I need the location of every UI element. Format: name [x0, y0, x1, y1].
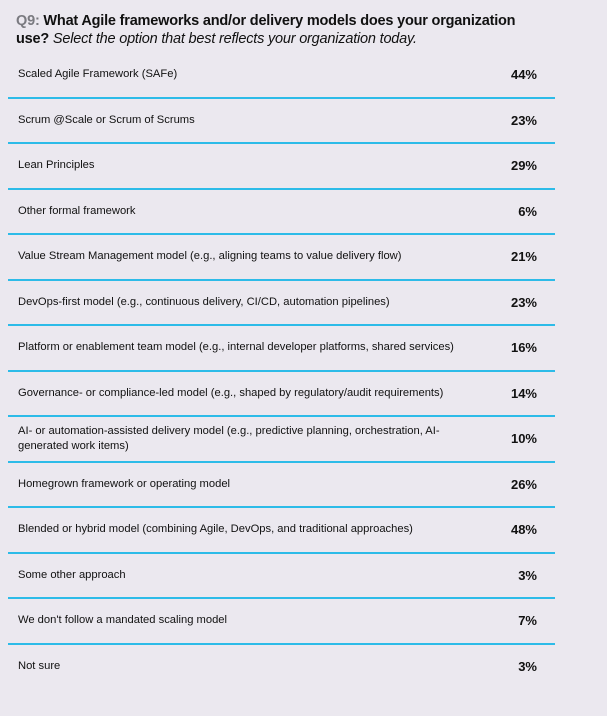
row-value: 21% — [510, 249, 537, 265]
table-row: Blended or hybrid model (combining Agile… — [8, 508, 555, 554]
row-value: 3% — [518, 567, 537, 583]
question-instruction: Select the option that best reflects you… — [52, 31, 417, 47]
table-row: Value Stream Management model (e.g., ali… — [8, 235, 555, 281]
table-row: DevOps-first model (e.g., continuous del… — [8, 281, 555, 326]
row-label: DevOps-first model (e.g., continuous del… — [18, 295, 390, 308]
question-title: Q9: What Agile frameworks and/or deliver… — [16, 12, 536, 48]
row-value: 26% — [510, 476, 537, 492]
question-number: Q9: — [16, 13, 40, 29]
row-label: Not sure — [18, 659, 61, 672]
row-value: 23% — [510, 112, 537, 128]
row-value: 44% — [510, 67, 537, 83]
row-label: Other formal framework — [18, 204, 136, 217]
row-value: 29% — [510, 158, 537, 174]
table-row: Other formal framework 6% — [8, 190, 555, 235]
row-label: Scaled Agile Framework (SAFe) — [18, 68, 178, 81]
row-label: Lean Principles — [18, 159, 95, 172]
results-table: Scaled Agile Framework (SAFe) 44% Scrum @S… — [8, 53, 555, 688]
table-row: Lean Principles 29% — [8, 144, 555, 190]
table-row: Governance- or compliance-led model (e.g… — [8, 372, 555, 417]
table-row: Scrum @Scale or Scrum of Scrums 23% — [8, 99, 555, 144]
table-row: Not sure 3% — [8, 645, 555, 689]
table-row: Some other approach 3% — [8, 554, 555, 599]
row-value: 48% — [510, 522, 537, 538]
row-label: Scrum @Scale or Scrum of Scrums — [18, 113, 195, 126]
row-label: We don't follow a mandated scaling model — [18, 614, 228, 627]
row-label: Governance- or compliance-led model (e.g… — [18, 386, 444, 399]
row-value: 3% — [518, 658, 537, 674]
row-label: Homegrown framework or operating model — [18, 477, 231, 490]
table-row: Scaled Agile Framework (SAFe) 44% — [8, 53, 555, 99]
row-value: 23% — [510, 294, 537, 310]
row-label: Value Stream Management model (e.g., ali… — [18, 250, 402, 263]
row-value: 10% — [510, 431, 537, 447]
row-value: 14% — [510, 385, 537, 401]
table-row: We don't follow a mandated scaling model… — [8, 599, 555, 645]
row-label: Blended or hybrid model (combining Agile… — [18, 523, 413, 536]
table-row: Platform or enablement team model (e.g.,… — [8, 326, 555, 372]
row-label: Platform or enablement team model (e.g.,… — [18, 341, 454, 354]
row-value: 6% — [518, 203, 537, 219]
table-row: Homegrown framework or operating model 26… — [8, 463, 555, 508]
row-value: 7% — [518, 613, 537, 629]
table-row: AI- or automation-assisted delivery mode… — [8, 417, 555, 463]
question-text: What Agile frameworks and/or delivery mo… — [16, 13, 516, 47]
row-value: 16% — [510, 340, 537, 356]
row-label: AI- or automation-assisted delivery mode… — [18, 424, 440, 452]
row-label: Some other approach — [18, 568, 126, 581]
